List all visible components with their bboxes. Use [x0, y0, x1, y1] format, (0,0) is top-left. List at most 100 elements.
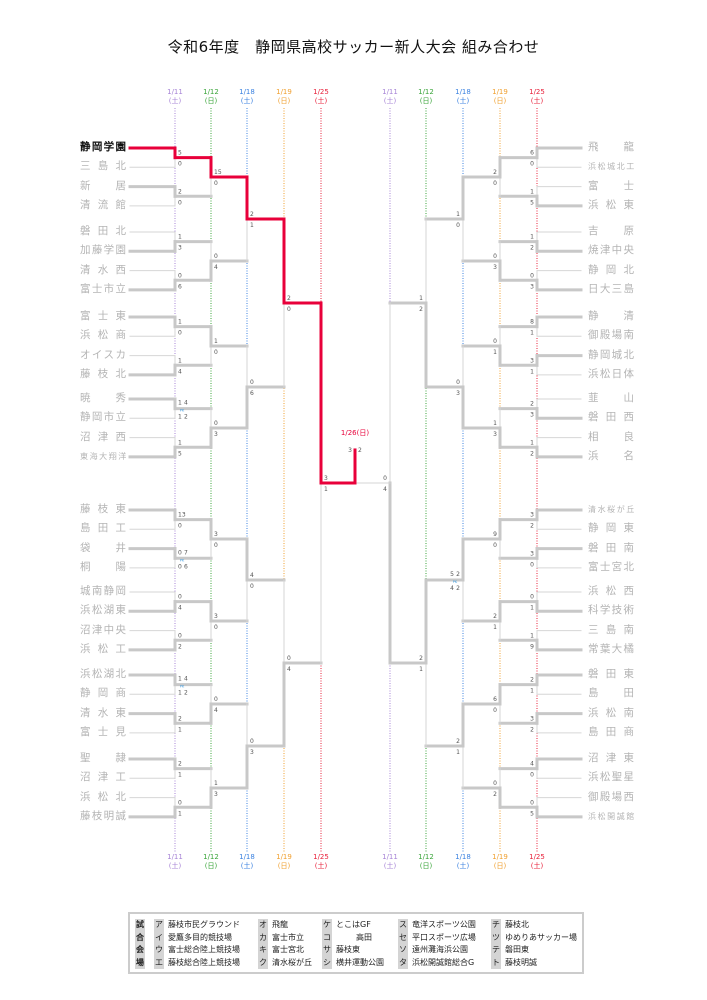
venue-name: 横井運動公園 [336, 957, 384, 967]
team-name: 三島南 [588, 623, 634, 636]
round-date-right-1: 1/19 (日) [485, 88, 515, 106]
score: 1 [493, 624, 497, 631]
score: 2 [493, 791, 497, 798]
team-name: 藤枝東 [80, 503, 126, 515]
page-title: 令和6年度 静岡県高校サッカー新人大会 組み合わせ [167, 38, 540, 56]
score: 9 [530, 643, 534, 650]
venue-item: ア藤枝市民グラウンド [154, 919, 240, 932]
score: 2 [530, 677, 534, 684]
team-name: 富士市立 [80, 282, 126, 295]
venue-name: 藤枝明誠 [505, 957, 537, 967]
venue-key: チ [491, 919, 501, 932]
venue-name: 飛龍 [272, 920, 288, 929]
pk-score: 6 [184, 563, 188, 570]
score: 0 [383, 475, 387, 482]
score: 0 [530, 594, 534, 601]
team-name: 浜松商 [80, 329, 126, 342]
score: 4 [383, 486, 387, 493]
score: 1 [178, 676, 182, 683]
team-name: 加藤学園 [80, 244, 126, 257]
score: 4 [287, 666, 291, 673]
score: 0 [530, 161, 534, 168]
day-label: (土) [314, 862, 328, 870]
score: 3 [530, 412, 534, 419]
team-name: 浜名 [588, 449, 634, 462]
day-label: (日) [419, 862, 433, 870]
venue-key: カ [258, 931, 268, 944]
team-name: 城南静岡 [80, 585, 126, 597]
team-name: 飛龍 [588, 141, 634, 153]
team-name: 沼津中央 [80, 623, 126, 636]
score: 0 [530, 272, 534, 279]
score: 0 [178, 799, 182, 806]
score: 2 [456, 571, 460, 578]
venue-item: イ愛鷹多目的競技場 [154, 931, 240, 944]
venue-name: 竜洋スポーツ公園 [412, 920, 476, 929]
score: 1 [324, 486, 328, 493]
score: 0 [214, 624, 218, 631]
pk-score: 4 [450, 585, 454, 592]
venue-name: 富士市立 [272, 932, 304, 942]
score: 1 [178, 690, 182, 697]
team-name: 清水東 [80, 706, 126, 719]
venue-item: カ富士市立 [258, 931, 312, 944]
venue-item: コ 高田 [322, 931, 384, 944]
round-date-left-2: 1/18 (土) [232, 853, 262, 871]
date-label: 1/19 [276, 853, 292, 861]
venue-key: ト [491, 956, 501, 969]
venue-key: セ [398, 931, 408, 944]
date-label: 1/11 [382, 88, 398, 96]
date-label: 1/12 [203, 853, 219, 861]
venue-item: テ磐田東 [491, 944, 577, 957]
score: 1 [530, 330, 534, 337]
score: 0 [456, 379, 460, 386]
score: 2 [530, 245, 534, 252]
legend-column: ア藤枝市民グラウンドイ愛鷹多目的競技場ウ富士総合陸上競技場エ藤枝総合陸上競技場 [154, 919, 240, 969]
score: 3 [530, 357, 534, 364]
day-label: (土) [240, 97, 254, 105]
team-name: 浜松開誠館 [588, 811, 634, 821]
score: 3 [250, 749, 254, 756]
score: 2 [456, 585, 460, 592]
venue-key: ク [258, 956, 268, 969]
score: 0 [250, 583, 254, 590]
day-label: (土) [456, 97, 470, 105]
team-name: 浜松南 [588, 706, 634, 719]
round-date-right-3: 1/12 (日) [411, 88, 441, 106]
round-date-left-0: 1/11 (土) [160, 88, 190, 106]
score: 1 [419, 666, 423, 673]
team-name: 御殿場西 [588, 790, 634, 803]
legend-column: ケとこはGF コ高田サ藤枝東シ横井運動公園 [322, 919, 384, 969]
team-name: 焼津中央 [588, 244, 634, 257]
venue-item: セ平口スポーツ広場 [398, 931, 476, 944]
day-label: (土) [240, 862, 254, 870]
team-name: 磐田東 [588, 668, 634, 680]
score: 1 [530, 368, 534, 375]
date-label: 1/19 [276, 88, 292, 96]
score: 1 [456, 211, 460, 218]
score: 0 [287, 306, 291, 313]
score: 1 [456, 749, 460, 756]
venue-item: ク清水桜が丘 [258, 956, 312, 969]
team-name: 聖隷 [80, 752, 126, 764]
venue-item: サ藤枝東 [322, 944, 384, 957]
venue-key: サ [322, 944, 332, 957]
team-name: 常葉大橘 [588, 642, 634, 655]
team-name: 浜松日体 [588, 367, 634, 380]
score: 0 [530, 772, 534, 779]
score: 1 [214, 338, 218, 345]
venue-key: ツ [491, 931, 501, 944]
score: 0 [178, 523, 182, 530]
team-name: 相良 [588, 430, 634, 443]
score: 3 [324, 475, 328, 482]
team-name: 静岡市立 [80, 411, 126, 424]
team-name: 暁秀 [80, 392, 126, 404]
day-label: (土) [383, 862, 397, 870]
score: 2 [178, 643, 182, 650]
team-name: 藤枝明誠 [80, 809, 126, 822]
score: 3 [456, 390, 460, 397]
venue-item: ウ富士総合陸上競技場 [154, 944, 240, 957]
score: 1 [530, 188, 534, 195]
venue-key: タ [398, 956, 408, 969]
venue-name: 藤枝東 [336, 945, 360, 954]
